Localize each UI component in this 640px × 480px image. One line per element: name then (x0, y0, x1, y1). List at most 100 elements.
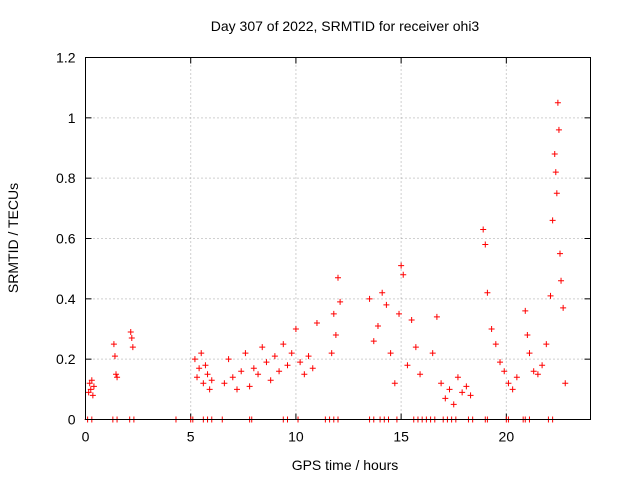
data-point (553, 190, 560, 197)
data-point (330, 310, 337, 317)
data-point (259, 344, 266, 351)
data-point (301, 371, 308, 378)
data-point (551, 151, 558, 158)
data-point (111, 353, 118, 360)
y-tick-label: 1.2 (56, 50, 76, 66)
data-point (530, 368, 537, 375)
data-point (480, 226, 487, 233)
data-points (84, 99, 569, 423)
data-point (85, 389, 92, 396)
y-axis-label: SRMTID / TECUs (5, 183, 21, 293)
data-point (234, 386, 240, 393)
data-point (238, 368, 245, 375)
data-point (497, 359, 504, 366)
data-point (196, 365, 203, 372)
data-point (284, 362, 291, 369)
data-point (246, 383, 253, 390)
data-point (263, 359, 270, 366)
x-axis-label: GPS time / hours (292, 457, 399, 473)
data-point (313, 319, 320, 326)
data-point (129, 344, 136, 351)
data-point (297, 359, 304, 366)
grid-lines (85, 57, 591, 420)
data-point (383, 301, 390, 308)
data-point (552, 169, 559, 176)
data-point (547, 292, 554, 299)
data-point (543, 341, 550, 348)
plot-frame (85, 57, 591, 420)
data-point (534, 371, 541, 378)
x-tick-label: 0 (82, 429, 90, 445)
y-tick-label: 0.4 (56, 291, 76, 307)
data-point (332, 332, 339, 339)
data-point (454, 374, 461, 381)
data-point (398, 262, 405, 269)
x-tick-labels: 0 5 10 15 20 (82, 429, 515, 445)
x-tick-label: 20 (499, 429, 515, 445)
data-point (194, 374, 201, 381)
data-point (438, 380, 445, 387)
data-point (408, 316, 415, 323)
y-tick-label: 0.8 (56, 170, 76, 186)
data-point (400, 271, 407, 278)
data-point (276, 368, 283, 375)
data-point (560, 304, 567, 311)
y-tick-label: 0.6 (56, 231, 76, 247)
data-point (505, 380, 512, 387)
data-point (412, 344, 419, 351)
data-point (271, 353, 278, 360)
data-point (309, 365, 316, 372)
data-point (513, 374, 520, 381)
data-point (450, 401, 457, 408)
data-point (90, 383, 97, 390)
data-point (88, 377, 95, 384)
y-tick-label: 0 (68, 412, 76, 428)
data-point (539, 362, 546, 369)
y-tick-label: 0.2 (56, 351, 76, 367)
data-point (204, 371, 211, 378)
data-point (292, 326, 299, 332)
x-tick-label: 5 (187, 429, 195, 445)
data-point (429, 350, 436, 357)
data-point (200, 380, 207, 387)
data-point (114, 374, 121, 381)
data-point (379, 289, 386, 296)
x-tick-label: 15 (393, 429, 409, 445)
data-point (482, 241, 489, 248)
data-point (484, 289, 491, 296)
data-point (463, 383, 470, 390)
data-point (459, 389, 466, 396)
data-point (335, 274, 341, 281)
data-point (280, 341, 287, 348)
data-point (366, 295, 373, 302)
data-point (225, 356, 232, 363)
data-point (396, 310, 403, 317)
y-tick-labels: 0 0.2 0.4 0.6 0.8 1 1.2 (56, 50, 76, 428)
data-point (391, 380, 398, 387)
data-point (110, 341, 117, 348)
data-point (87, 386, 94, 393)
data-point (305, 353, 312, 360)
data-point (558, 277, 565, 284)
data-point (328, 350, 335, 357)
data-point (250, 365, 257, 372)
data-point (206, 386, 213, 393)
data-point (113, 371, 120, 378)
data-point (337, 298, 344, 305)
data-point (255, 371, 262, 378)
data-point (501, 368, 508, 375)
data-point (89, 392, 96, 399)
data-point (522, 307, 529, 314)
data-point (556, 250, 563, 257)
data-point (492, 341, 499, 348)
data-point (242, 350, 249, 357)
data-point (549, 217, 556, 224)
data-point (86, 380, 93, 387)
data-point (433, 313, 440, 320)
data-point (446, 386, 453, 393)
data-point (202, 362, 209, 369)
data-point (221, 380, 228, 387)
data-point (229, 374, 236, 381)
data-point (208, 377, 215, 384)
